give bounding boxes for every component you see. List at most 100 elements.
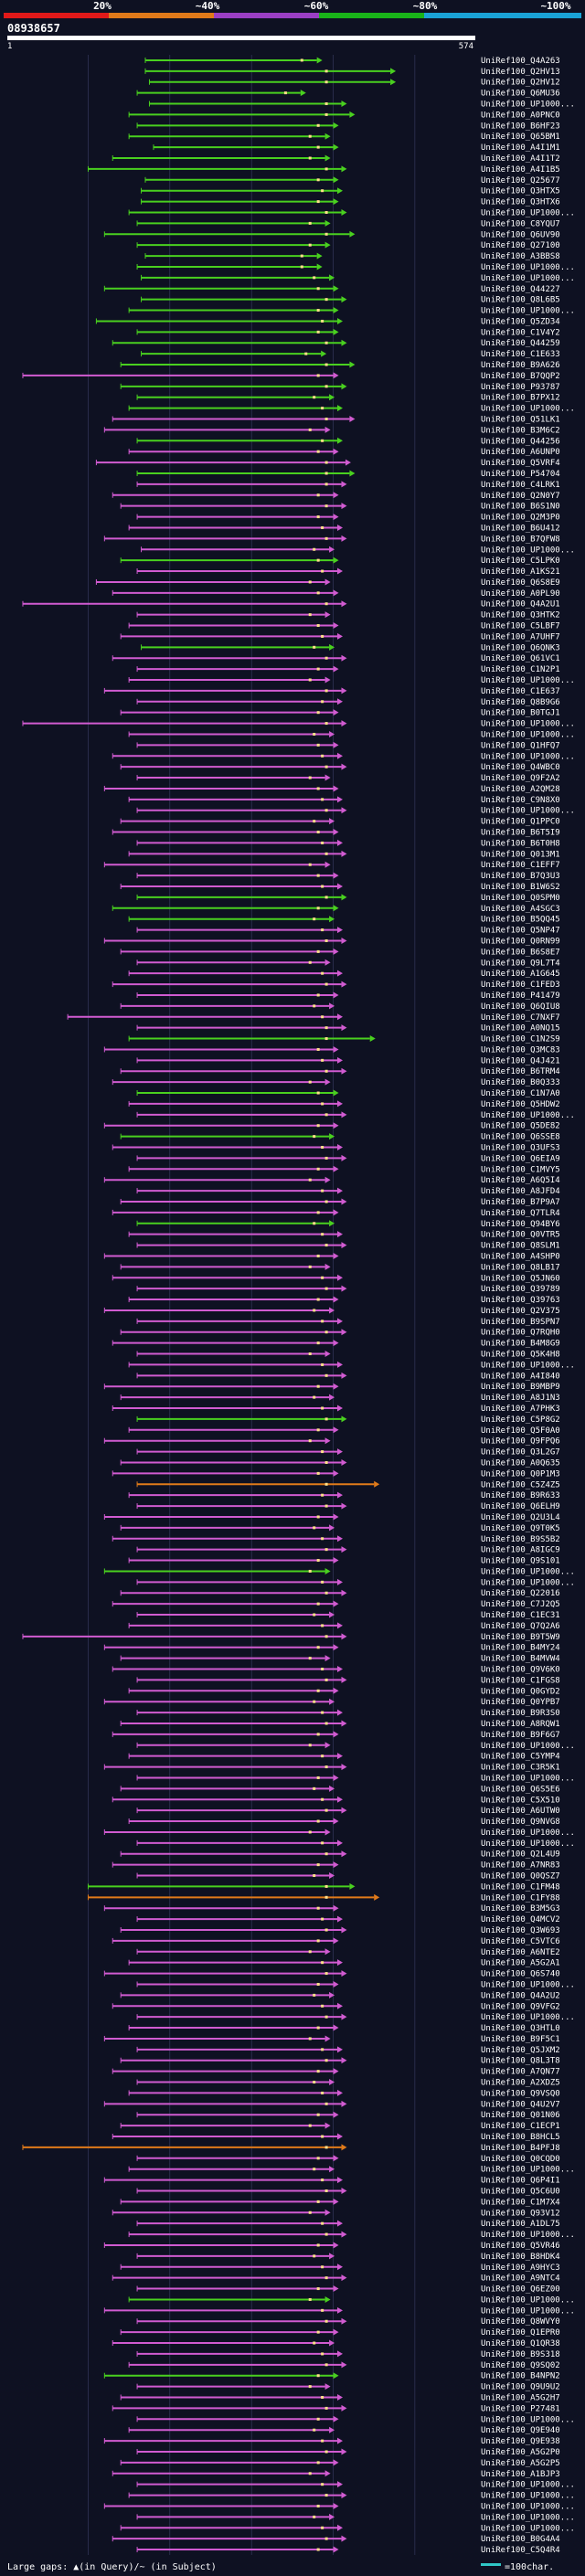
hit-label[interactable]: UniRef100_C1M7X4 [481, 2198, 560, 2207]
hit-label[interactable]: UniRef100_C5YMP4 [481, 1753, 560, 1762]
hit-label[interactable]: UniRef100_A1KS21 [481, 567, 560, 577]
hit-label[interactable]: UniRef100_Q44259 [481, 339, 560, 348]
hit-label[interactable]: UniRef100_Q6MU36 [481, 90, 560, 99]
hit-label[interactable]: UniRef100_Q5F0A0 [481, 1426, 560, 1436]
hit-label[interactable]: UniRef100_UP1000... [481, 2295, 575, 2305]
hit-label[interactable]: UniRef100_B6S8E7 [481, 948, 560, 957]
hit-label[interactable]: UniRef100_P93787 [481, 383, 560, 392]
hit-label[interactable]: UniRef100_Q3UFS3 [481, 1144, 560, 1153]
hit-label[interactable]: UniRef100_Q22016 [481, 1589, 560, 1598]
hit-label[interactable]: UniRef100_P27481 [481, 2404, 560, 2413]
hit-label[interactable]: UniRef100_Q7Q2A6 [481, 1622, 560, 1631]
hit-label[interactable]: UniRef100_C1FGS8 [481, 1676, 560, 1685]
hit-label[interactable]: UniRef100_P41479 [481, 991, 560, 1001]
hit-label[interactable]: UniRef100_A4SHP0 [481, 1252, 560, 1261]
hit-label[interactable]: UniRef100_Q5K4H8 [481, 1351, 560, 1360]
hit-label[interactable]: UniRef100_A7NR83 [481, 1861, 560, 1871]
hit-label[interactable]: UniRef100_UP1000... [481, 1829, 575, 1838]
hit-label[interactable]: UniRef100_A6UTW0 [481, 1807, 560, 1816]
hit-label[interactable]: UniRef100_UP1000... [481, 1567, 575, 1576]
hit-label[interactable]: UniRef100_Q39763 [481, 1296, 560, 1305]
hit-label[interactable]: UniRef100_Q6S5E6 [481, 1785, 560, 1794]
hit-label[interactable]: UniRef100_Q9F2A2 [481, 774, 560, 783]
hit-label[interactable]: UniRef100_UP1000... [481, 307, 575, 316]
hit-label[interactable]: UniRef100_UP1000... [481, 1839, 575, 1849]
hit-label[interactable]: UniRef100_UP1000... [481, 101, 575, 110]
hit-label[interactable]: UniRef100_C7J2Q5 [481, 1600, 560, 1609]
hit-label[interactable]: UniRef100_A4I1T2 [481, 154, 560, 164]
hit-label[interactable]: UniRef100_Q7TLR4 [481, 1209, 560, 1218]
hit-label[interactable]: UniRef100_B9MBP9 [481, 1383, 560, 1392]
hit-label[interactable]: UniRef100_B3M5G3 [481, 1904, 560, 1913]
hit-label[interactable]: UniRef100_C5VTC6 [481, 1937, 560, 1946]
hit-label[interactable]: UniRef100_Q01N06 [481, 2111, 560, 2120]
hit-label[interactable]: UniRef100_Q6P4I1 [481, 2177, 560, 2186]
hit-label[interactable]: UniRef100_C3R5K1 [481, 1764, 560, 1773]
hit-label[interactable]: UniRef100_Q0RN99 [481, 937, 560, 946]
hit-label[interactable]: UniRef100_Q6SSE8 [481, 1133, 560, 1142]
hit-label[interactable]: UniRef100_Q6EIA9 [481, 1154, 560, 1163]
hit-label[interactable]: UniRef100_Q61VC1 [481, 654, 560, 663]
hit-label[interactable]: UniRef100_Q5C6U0 [481, 2187, 560, 2196]
hit-label[interactable]: UniRef100_C1N7A0 [481, 1089, 560, 1098]
hit-label[interactable]: UniRef100_Q0VTR5 [481, 1231, 560, 1240]
hit-label[interactable]: UniRef100_C1V4Y2 [481, 328, 560, 337]
hit-label[interactable]: UniRef100_UP1000... [481, 1774, 575, 1783]
hit-label[interactable]: UniRef100_A0NQ15 [481, 1024, 560, 1034]
hit-label[interactable]: UniRef100_Q4U2V7 [481, 2100, 560, 2109]
hit-label[interactable]: UniRef100_B4MY24 [481, 1644, 560, 1653]
hit-label[interactable]: UniRef100_Q6QNK3 [481, 643, 560, 652]
hit-label[interactable]: UniRef100_B6S1N0 [481, 503, 560, 512]
hit-label[interactable]: UniRef100_C1ECP1 [481, 2122, 560, 2131]
hit-label[interactable]: UniRef100_B0TGJ1 [481, 709, 560, 718]
hit-label[interactable]: UniRef100_A6UNP0 [481, 448, 560, 457]
hit-label[interactable]: UniRef100_Q44227 [481, 285, 560, 294]
hit-label[interactable]: UniRef100_UP1000... [481, 2524, 575, 2533]
hit-label[interactable]: UniRef100_UP1000... [481, 2231, 575, 2240]
hit-label[interactable]: UniRef100_Q3HTK2 [481, 611, 560, 620]
hit-label[interactable]: UniRef100_Q9FPQ6 [481, 1437, 560, 1447]
hit-label[interactable]: UniRef100_Q0SPM0 [481, 894, 560, 903]
hit-label[interactable]: UniRef100_A9NTC4 [481, 2274, 560, 2284]
hit-label[interactable]: UniRef100_Q8LB17 [481, 1263, 560, 1272]
hit-label[interactable]: UniRef100_C7NXF7 [481, 1013, 560, 1023]
hit-label[interactable]: UniRef100_Q2HV12 [481, 79, 560, 88]
hit-label[interactable]: UniRef100_C1N2P1 [481, 665, 560, 674]
hit-label[interactable]: UniRef100_Q0GYD2 [481, 1687, 560, 1696]
hit-label[interactable]: UniRef100_Q6QIU8 [481, 1002, 560, 1012]
hit-label[interactable]: UniRef100_Q5JXM2 [481, 2046, 560, 2055]
hit-label[interactable]: UniRef100_A6Q5I4 [481, 1176, 560, 1185]
hit-label[interactable]: UniRef100_Q4WBC0 [481, 763, 560, 772]
hit-label[interactable]: UniRef100_Q5VR46 [481, 2242, 560, 2251]
hit-label[interactable]: UniRef100_B0G4A4 [481, 2535, 560, 2544]
hit-label[interactable]: UniRef100_Q0P1M3 [481, 1469, 560, 1479]
hit-label[interactable]: UniRef100_Q4MCV2 [481, 1915, 560, 1924]
hit-label[interactable]: UniRef100_B8HCL5 [481, 2133, 560, 2142]
hit-label[interactable]: UniRef100_A7PHK3 [481, 1405, 560, 1414]
hit-label[interactable]: UniRef100_B9F6G7 [481, 1731, 560, 1740]
hit-label[interactable]: UniRef100_Q1EPR0 [481, 2328, 560, 2337]
hit-label[interactable]: UniRef100_B3M6C2 [481, 426, 560, 435]
hit-label[interactable]: UniRef100_C1FED3 [481, 981, 560, 990]
hit-label[interactable]: UniRef100_C1FY88 [481, 1893, 560, 1903]
hit-label[interactable]: UniRef100_UP1000... [481, 2166, 575, 2175]
hit-label[interactable]: UniRef100_A5G2A1 [481, 1959, 560, 1968]
hit-label[interactable]: UniRef100_C5LBF7 [481, 622, 560, 631]
hit-label[interactable]: UniRef100_Q94BY6 [481, 1220, 560, 1229]
hit-label[interactable]: UniRef100_A7QN77 [481, 2068, 560, 2077]
hit-label[interactable]: UniRef100_B7QFW8 [481, 535, 560, 544]
hit-label[interactable]: UniRef100_Q9U9U2 [481, 2383, 560, 2392]
hit-label[interactable]: UniRef100_B7Q3U3 [481, 872, 560, 881]
hit-label[interactable]: UniRef100_A0PNC0 [481, 111, 560, 120]
hit-label[interactable]: UniRef100_Q4A2U2 [481, 1991, 560, 2000]
hit-label[interactable]: UniRef100_UP1000... [481, 730, 575, 739]
hit-label[interactable]: UniRef100_B6HF23 [481, 122, 560, 131]
hit-label[interactable]: UniRef100_Q2HV13 [481, 68, 560, 77]
hit-label[interactable]: UniRef100_Q5DE82 [481, 1122, 560, 1131]
hit-label[interactable]: UniRef100_A4I1M1 [481, 143, 560, 153]
hit-label[interactable]: UniRef100_Q2U3L4 [481, 1513, 560, 1522]
hit-label[interactable]: UniRef100_Q3HTL0 [481, 2024, 560, 2033]
hit-label[interactable]: UniRef100_UP1000... [481, 807, 575, 816]
hit-label[interactable]: UniRef100_A5G2P0 [481, 2448, 560, 2457]
hit-label[interactable]: UniRef100_Q4J421 [481, 1056, 560, 1065]
